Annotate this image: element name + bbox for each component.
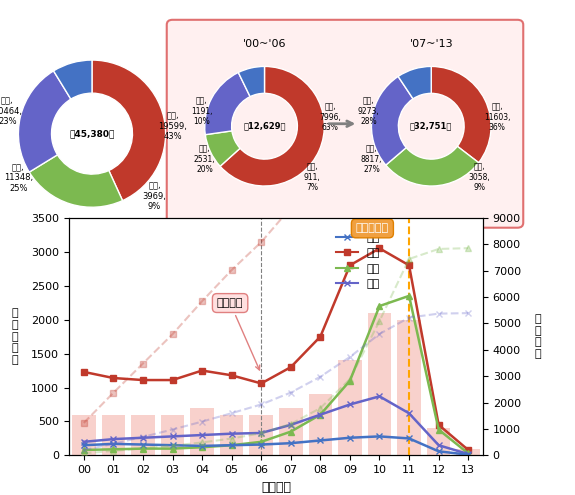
Text: 일본,
7996,
63%: 일본, 7996, 63% [319, 102, 341, 132]
Text: 미국,
2531,
20%: 미국, 2531, 20% [194, 144, 216, 174]
Title: '07~'13: '07~'13 [409, 39, 453, 50]
Wedge shape [238, 66, 264, 97]
Bar [309, 395, 332, 455]
Wedge shape [398, 66, 431, 99]
Bar [427, 428, 450, 455]
Text: 총45,380건: 총45,380건 [70, 129, 114, 138]
Text: 일본,
11603,
36%: 일본, 11603, 36% [484, 102, 510, 132]
Y-axis label: 누
적
건
수: 누 적 건 수 [534, 314, 541, 359]
Text: 유효데이터: 유효데이터 [356, 223, 389, 233]
Wedge shape [18, 71, 71, 172]
Text: 일본,
19599,
43%: 일본, 19599, 43% [159, 111, 187, 141]
Bar [457, 448, 480, 455]
Bar [72, 415, 95, 455]
Text: 미국,
8817,
27%: 미국, 8817, 27% [361, 144, 382, 174]
Wedge shape [92, 60, 166, 200]
Wedge shape [371, 76, 413, 165]
Bar [250, 415, 273, 455]
Text: 한국,
9273,
28%: 한국, 9273, 28% [358, 97, 380, 126]
Wedge shape [29, 155, 122, 207]
Text: 한국,
1191,
10%: 한국, 1191, 10% [191, 97, 212, 126]
X-axis label: 출원연도: 출원연도 [261, 481, 291, 494]
Bar [160, 415, 185, 455]
Y-axis label: 연
평
균
건
수: 연 평 균 건 수 [11, 308, 18, 365]
Text: 합계건수: 합계건수 [217, 298, 260, 370]
Bar [367, 313, 392, 455]
Wedge shape [53, 60, 92, 99]
Title: '00~'06: '00~'06 [243, 39, 286, 50]
Wedge shape [386, 146, 478, 186]
Legend: 유럽, 일본, 한국, 미국: 유럽, 일본, 한국, 미국 [331, 228, 385, 294]
Bar [220, 415, 243, 455]
Bar [397, 320, 421, 455]
Text: 총32,751건: 총32,751건 [410, 122, 453, 131]
Wedge shape [220, 66, 324, 186]
Text: 유럽,
3058,
9%: 유럽, 3058, 9% [468, 162, 490, 192]
Wedge shape [431, 66, 491, 163]
Bar [338, 360, 362, 455]
Text: 유럽,
3969,
9%: 유럽, 3969, 9% [143, 181, 167, 211]
Bar [190, 408, 214, 455]
Text: 미국,
11348,
25%: 미국, 11348, 25% [4, 163, 33, 193]
Text: 유럽,
911,
7%: 유럽, 911, 7% [304, 162, 321, 192]
Text: 한국,
10464,
23%: 한국, 10464, 23% [0, 97, 22, 126]
Text: 총12,629건: 총12,629건 [243, 122, 286, 131]
Bar [279, 408, 302, 455]
Bar [102, 415, 125, 455]
Wedge shape [205, 72, 250, 135]
Bar [131, 415, 155, 455]
Wedge shape [205, 131, 240, 166]
